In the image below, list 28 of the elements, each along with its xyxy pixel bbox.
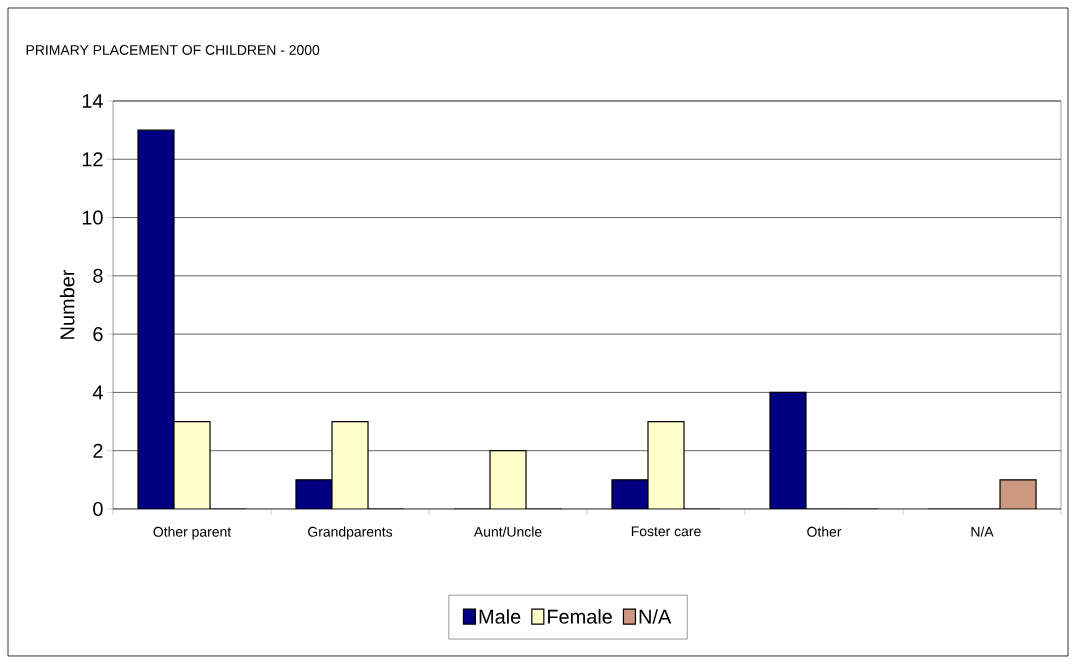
x-tick-label: Other parent (153, 526, 232, 540)
x-tick-label: Other (807, 526, 842, 537)
bar (137, 129, 175, 509)
bar (489, 450, 527, 509)
bar (295, 479, 332, 509)
bar (332, 421, 369, 509)
bar (769, 391, 807, 509)
y-tick-label: 0 (93, 501, 103, 517)
y-axis-title: Number (59, 269, 75, 339)
bar (173, 420, 211, 509)
x-tick-label: N/A (971, 526, 994, 537)
y-tick-label: 14 (82, 94, 103, 108)
chart-title: PRIMARY PLACEMENT OF CHILDREN - 2000 (26, 45, 320, 55)
y-tick-label: 4 (92, 385, 103, 400)
legend-label: Male (479, 609, 521, 624)
y-tick-label: 10 (82, 210, 103, 225)
x-tick-label: Foster care (631, 526, 701, 537)
bar (999, 479, 1037, 509)
y-tick-label: 6 (93, 327, 103, 342)
y-tick-label: 2 (93, 443, 103, 458)
x-tick-label: Aunt/Uncle (473, 526, 542, 537)
legend-label: Female (548, 609, 612, 624)
bar (647, 420, 685, 509)
y-tick-label: 12 (82, 152, 103, 167)
y-tick-label: 8 (93, 268, 103, 283)
bar (611, 479, 649, 509)
x-tick-label: Grandparents (308, 526, 393, 540)
legend-label: N/A (639, 609, 672, 624)
